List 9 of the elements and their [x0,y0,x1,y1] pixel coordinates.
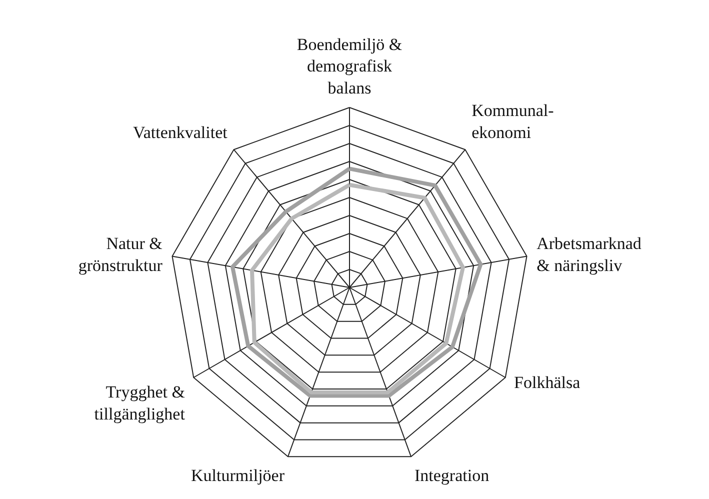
spoke-label: Boendemiljö & demografisk balans [296,34,402,98]
spoke-label: Natur & grönstruktur [78,234,163,275]
spoke-label: Arbetsmarknad & näringsliv [536,234,642,275]
spoke-label: Kommunal- ekonomi [472,101,554,142]
spoke-label: Integration [414,466,490,486]
spoke-label: Folkhälsa [514,373,581,392]
spoke-label: Kulturmiljöer [191,466,285,486]
spoke-label: Vattenkvalitet [132,122,228,142]
spoke-label: Trygghet & tillgänglighet [94,382,186,424]
